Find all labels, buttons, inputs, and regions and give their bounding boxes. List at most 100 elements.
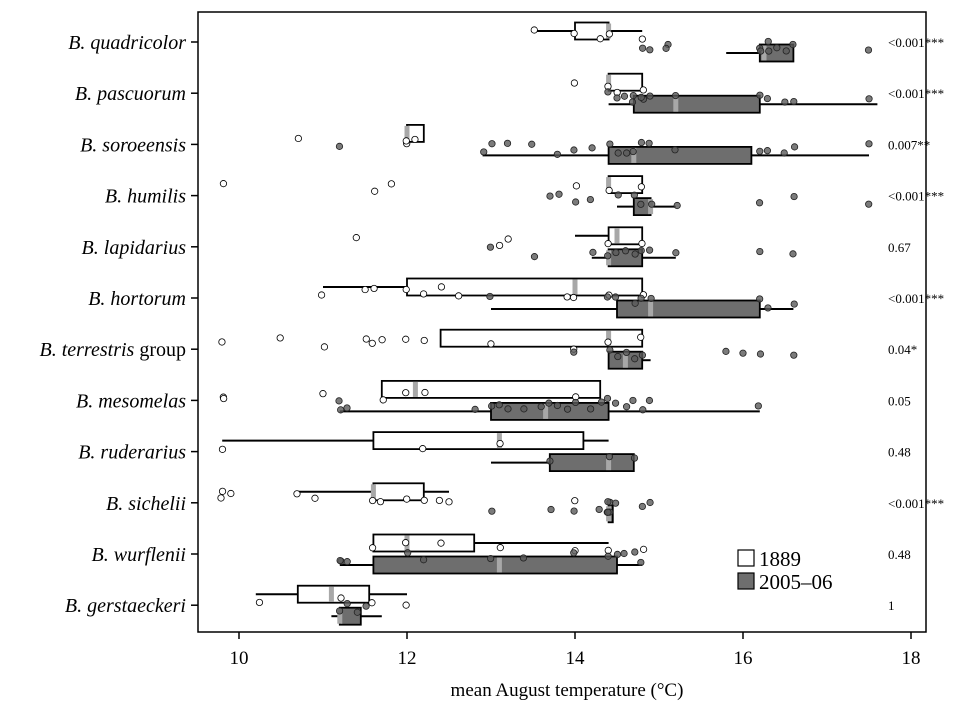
pt-2005-point	[537, 403, 545, 411]
pt-1889-point	[227, 489, 235, 498]
species-name-suffix: group	[134, 339, 186, 361]
box-2005-box	[548, 453, 635, 473]
pt-1889-point	[368, 339, 376, 347]
pt-2005-point	[631, 548, 639, 556]
pt-2005-point	[865, 140, 873, 148]
pt-1889-point	[596, 35, 604, 43]
pt-2005-point	[588, 144, 596, 152]
species-name-italic: B. lapidarius	[82, 237, 187, 259]
pt-2005-point	[589, 248, 597, 256]
p-value-label: <0.001***	[888, 86, 944, 101]
box-2005-median	[622, 352, 628, 368]
pt-1889-point	[403, 495, 411, 503]
pt-2005-point	[782, 47, 790, 55]
legend-label-2005: 2005–06	[759, 570, 833, 594]
x-axis-title: mean August temperature (°C)	[451, 680, 684, 701]
box-1889-box	[607, 226, 644, 246]
box-1889-median	[606, 74, 612, 90]
box-1889-box	[439, 328, 644, 348]
pt-2005-point	[362, 602, 370, 610]
box-2005-median	[337, 608, 343, 624]
pt-2005-point	[495, 401, 503, 409]
pt-2005-point	[586, 195, 594, 204]
pt-2005-point	[547, 505, 555, 514]
pt-2005-point	[790, 300, 798, 308]
x-tick-label: 12	[398, 648, 417, 669]
species-name-italic: B. soroeensis	[80, 134, 186, 156]
box-1889-median	[572, 279, 578, 295]
pt-2005-point	[553, 150, 561, 158]
pt-1889-point	[639, 86, 647, 94]
box-1889-box	[574, 21, 610, 41]
pt-2005-point	[528, 140, 536, 148]
box-2005-median	[631, 147, 637, 163]
box-2005-box	[372, 555, 618, 575]
pt-1889-point	[294, 134, 302, 143]
pt-2005-point	[864, 46, 873, 54]
box-2005-median	[543, 403, 549, 419]
box-1889-median	[412, 381, 418, 397]
pt-1889-point	[421, 388, 429, 397]
pt-1889-point	[638, 239, 646, 248]
pt-2005-point	[604, 252, 612, 260]
pt-2005-point	[570, 348, 578, 356]
pt-1889-point	[311, 494, 319, 502]
legend-swatch-2005	[737, 572, 755, 590]
pt-2005-point	[789, 250, 797, 258]
pt-2005-point	[611, 399, 620, 407]
pt-1889-point	[572, 182, 581, 190]
pt-1889-point	[437, 283, 446, 291]
box-1889-median	[614, 228, 620, 244]
pt-2005-point	[613, 94, 621, 102]
pt-2005-point	[486, 292, 494, 301]
pt-1889-point	[638, 35, 646, 43]
box-1889-median	[328, 586, 334, 602]
pt-2005-point	[606, 140, 614, 148]
pt-1889-point	[437, 539, 445, 547]
pt-1889-point	[320, 343, 329, 351]
pt-2005-point	[671, 146, 679, 154]
pt-1889-point	[455, 292, 463, 300]
species-label: B. wurflenii	[92, 544, 186, 566]
species-label: B. sichelii	[106, 493, 186, 515]
pt-2005-point	[614, 352, 622, 361]
pt-2005-point	[639, 44, 647, 52]
pt-2005-point	[756, 247, 764, 256]
pt-2005-point	[611, 499, 620, 507]
pt-2005-point	[571, 398, 580, 407]
pt-2005-point	[646, 46, 654, 54]
pt-2005-point	[604, 552, 612, 560]
pt-1889-point	[637, 183, 645, 191]
p-value-label: 0.67	[888, 240, 911, 255]
species-label: B. humilis	[105, 186, 186, 208]
pt-2005-point	[623, 149, 631, 157]
pt-2005-point	[563, 405, 572, 413]
species-label: B. terrestris group	[40, 339, 187, 361]
pt-2005-point	[335, 142, 344, 150]
pt-1889-point	[402, 335, 410, 343]
pt-2005-point	[620, 92, 629, 100]
species-name-italic: B. wurflenii	[92, 544, 186, 566]
p-value-label: <0.001***	[888, 291, 944, 306]
species-label: B. lapidarius	[82, 237, 187, 259]
pt-2005-point	[638, 351, 647, 359]
pt-2005-point	[337, 406, 345, 414]
plot-frame	[197, 11, 927, 633]
plot-area	[217, 21, 878, 626]
box-1889-box	[607, 175, 644, 195]
pt-2005-point	[756, 350, 765, 358]
pt-2005-point	[336, 556, 344, 565]
pt-1889-point	[369, 496, 377, 505]
pt-2005-point	[631, 250, 639, 258]
species-name-italic: B. quadricolor	[68, 32, 186, 54]
pt-2005-point	[613, 550, 622, 559]
p-value-label: 1	[888, 598, 895, 613]
box-1889-box	[607, 72, 644, 92]
species-label: B. soroeensis	[80, 134, 186, 156]
pt-2005-point	[487, 554, 495, 563]
pt-2005-point	[754, 402, 762, 410]
species-name-italic: B. gerstaeckeri	[65, 595, 186, 617]
pt-1889-point	[569, 293, 578, 302]
pt-2005-point	[646, 498, 654, 507]
pt-2005-point	[603, 394, 612, 403]
